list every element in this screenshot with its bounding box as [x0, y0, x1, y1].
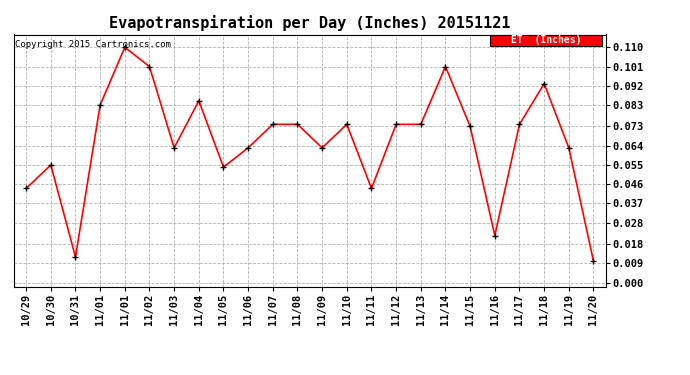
Text: ET  (Inches): ET (Inches) — [511, 35, 581, 45]
Text: Copyright 2015 Cartronics.com: Copyright 2015 Cartronics.com — [15, 39, 171, 48]
Title: Evapotranspiration per Day (Inches) 20151121: Evapotranspiration per Day (Inches) 2015… — [109, 15, 511, 30]
Bar — [491, 35, 602, 46]
